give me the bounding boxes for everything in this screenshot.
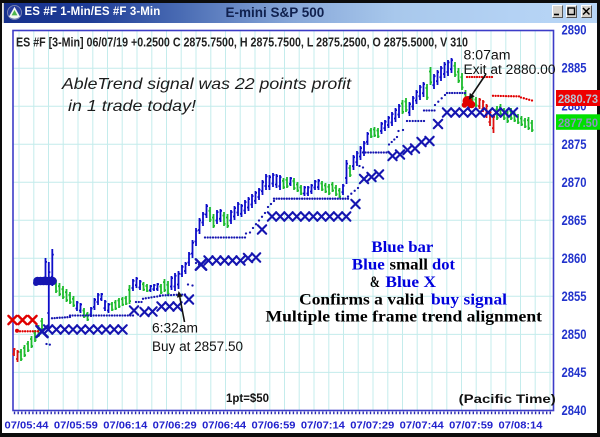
svg-text:Blue: Blue [352, 257, 385, 274]
svg-text:2877.50: 2877.50 [558, 116, 598, 130]
svg-text:2890: 2890 [562, 22, 587, 38]
svg-text:2885: 2885 [562, 60, 587, 76]
svg-text:8:07am: 8:07am [464, 48, 511, 63]
svg-text:2875: 2875 [562, 136, 587, 152]
svg-text:07/05:44: 07/05:44 [5, 421, 49, 432]
svg-text:dot: dot [432, 257, 456, 274]
svg-text:(Pacific Time): (Pacific Time) [459, 392, 556, 406]
svg-text:2865: 2865 [562, 212, 587, 228]
svg-text:in 1 trade today!: in 1 trade today! [68, 98, 197, 115]
svg-text:small: small [390, 257, 429, 274]
svg-text:2870: 2870 [562, 174, 587, 190]
svg-text:07/07:29: 07/07:29 [350, 421, 394, 432]
svg-text:2840: 2840 [562, 402, 587, 418]
svg-text:AbleTrend signal was 22 points: AbleTrend signal was 22 points profit [61, 76, 352, 93]
svg-text:07/07:44: 07/07:44 [400, 421, 444, 432]
svg-text:2845: 2845 [562, 364, 587, 380]
svg-text:2850: 2850 [562, 326, 587, 342]
svg-text:2880.73: 2880.73 [558, 92, 598, 106]
svg-text:07/06:14: 07/06:14 [103, 421, 147, 432]
svg-text:Confirms a valid: Confirms a valid [299, 292, 424, 309]
svg-text:Multiple time frame trend alig: Multiple time frame trend alignment [266, 309, 543, 326]
svg-text:07/06:44: 07/06:44 [202, 421, 246, 432]
svg-text:07/05:59: 07/05:59 [54, 421, 98, 432]
svg-text:Blue X: Blue X [385, 274, 436, 291]
svg-text:ES #F [3-Min] 06/07/19 +0.250: ES #F [3-Min] 06/07/19 +0.2500 C 2875.75… [16, 36, 468, 50]
svg-text:07/08:14: 07/08:14 [499, 421, 543, 432]
svg-text:Blue bar: Blue bar [371, 239, 433, 256]
svg-text:6:32am: 6:32am [152, 321, 198, 336]
svg-text:&: & [370, 274, 380, 291]
svg-text:07/06:59: 07/06:59 [252, 421, 296, 432]
svg-text:07/07:14: 07/07:14 [301, 421, 345, 432]
svg-text:Exit at 2880.00: Exit at 2880.00 [464, 62, 556, 77]
svg-text:1pt=$50: 1pt=$50 [226, 393, 269, 405]
svg-text:buy signal: buy signal [431, 292, 508, 309]
svg-text:Buy at 2857.50: Buy at 2857.50 [152, 339, 243, 354]
svg-text:2860: 2860 [562, 250, 587, 266]
svg-text:2855: 2855 [562, 288, 587, 304]
svg-text:07/07:59: 07/07:59 [449, 421, 493, 432]
svg-text:07/06:29: 07/06:29 [153, 421, 197, 432]
